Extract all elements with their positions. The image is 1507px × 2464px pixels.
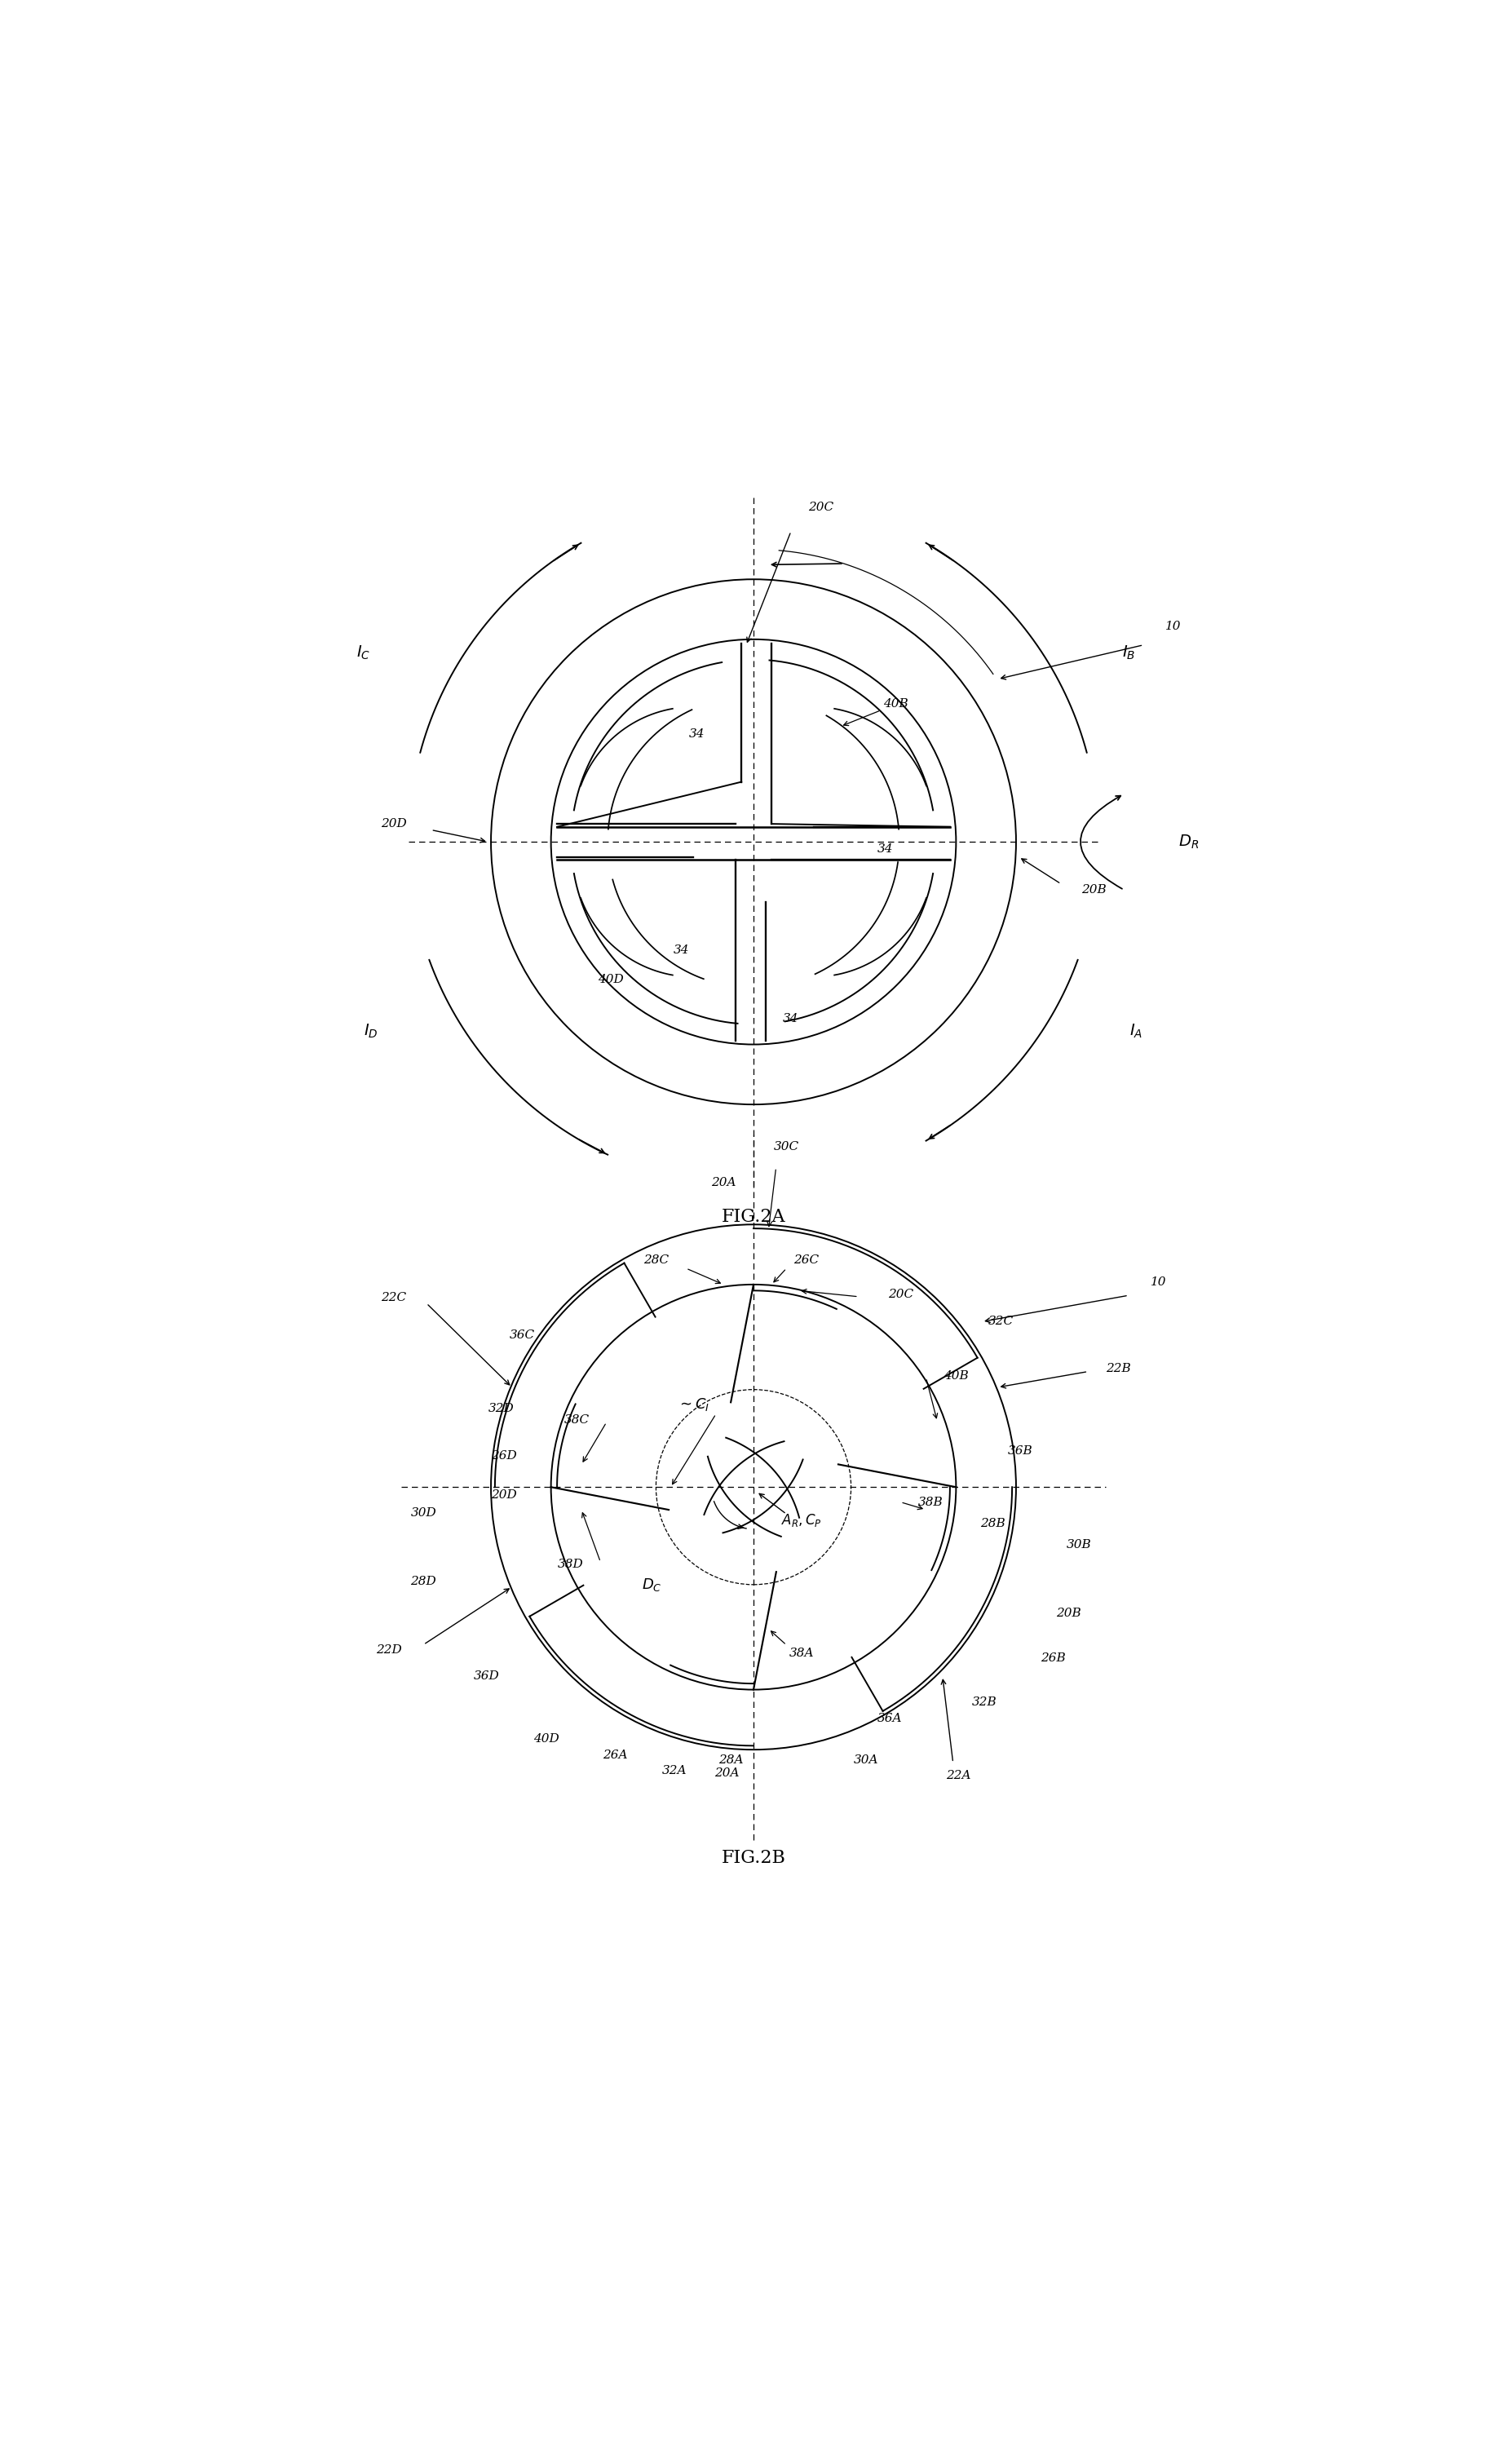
Text: $I_B$: $I_B$	[1121, 643, 1135, 660]
Text: 32D: 32D	[488, 1402, 514, 1414]
Text: 30D: 30D	[410, 1508, 437, 1518]
Text: 40D: 40D	[598, 973, 624, 986]
Text: $I_A$: $I_A$	[1129, 1023, 1142, 1040]
Text: $D_R$: $D_R$	[1178, 833, 1200, 850]
Text: 36A: 36A	[877, 1712, 903, 1725]
Text: 22D: 22D	[377, 1643, 402, 1656]
Text: 36B: 36B	[1008, 1444, 1034, 1456]
Text: 38D: 38D	[558, 1557, 583, 1570]
Text: $\sim C_I$: $\sim C_I$	[677, 1397, 710, 1412]
Text: 34: 34	[877, 843, 894, 855]
Text: 26B: 26B	[1041, 1651, 1065, 1663]
Text: 22C: 22C	[381, 1291, 407, 1303]
Text: 30C: 30C	[773, 1141, 799, 1153]
Text: 32B: 32B	[972, 1698, 998, 1708]
Text: 32A: 32A	[662, 1764, 687, 1777]
Text: 28A: 28A	[719, 1754, 743, 1767]
Text: 38A: 38A	[790, 1648, 814, 1658]
Text: 36D: 36D	[473, 1671, 499, 1683]
Text: 10: 10	[1151, 1276, 1166, 1289]
Text: 20D: 20D	[380, 818, 407, 830]
Text: 20D: 20D	[491, 1488, 517, 1501]
Text: 20C: 20C	[888, 1289, 913, 1301]
Text: 36C: 36C	[509, 1328, 535, 1340]
Text: 20A: 20A	[714, 1767, 738, 1779]
Text: 28D: 28D	[410, 1577, 437, 1587]
Text: 26A: 26A	[603, 1749, 628, 1762]
Text: $I_D$: $I_D$	[363, 1023, 378, 1040]
Text: 38C: 38C	[564, 1414, 589, 1427]
Text: 30A: 30A	[853, 1754, 879, 1767]
Text: 38B: 38B	[918, 1496, 943, 1508]
Text: $A_R, C_P$: $A_R, C_P$	[781, 1513, 821, 1528]
Text: 20B: 20B	[1056, 1607, 1081, 1619]
Text: 28C: 28C	[643, 1254, 669, 1266]
Text: 34: 34	[689, 729, 704, 739]
Text: FIG.2A: FIG.2A	[722, 1207, 785, 1227]
Text: 20C: 20C	[808, 503, 833, 513]
Text: 22A: 22A	[946, 1769, 971, 1781]
Text: 20B: 20B	[1082, 885, 1106, 894]
Text: 32C: 32C	[989, 1316, 1014, 1326]
Text: 40B: 40B	[943, 1370, 969, 1382]
Text: 40B: 40B	[883, 697, 909, 710]
Text: 10: 10	[1165, 621, 1181, 633]
Text: 30B: 30B	[1067, 1540, 1091, 1550]
Text: 22B: 22B	[1106, 1363, 1130, 1375]
Text: $D_C$: $D_C$	[642, 1577, 662, 1592]
Text: 34: 34	[674, 944, 689, 956]
Text: 34: 34	[784, 1013, 799, 1025]
Text: 20A: 20A	[711, 1178, 735, 1188]
Text: 40D: 40D	[533, 1735, 559, 1745]
Text: 28B: 28B	[980, 1518, 1005, 1530]
Text: $I_C$: $I_C$	[357, 643, 371, 660]
Text: FIG.2B: FIG.2B	[722, 1848, 785, 1868]
Text: 26C: 26C	[793, 1254, 818, 1266]
Text: 26D: 26D	[491, 1449, 517, 1461]
